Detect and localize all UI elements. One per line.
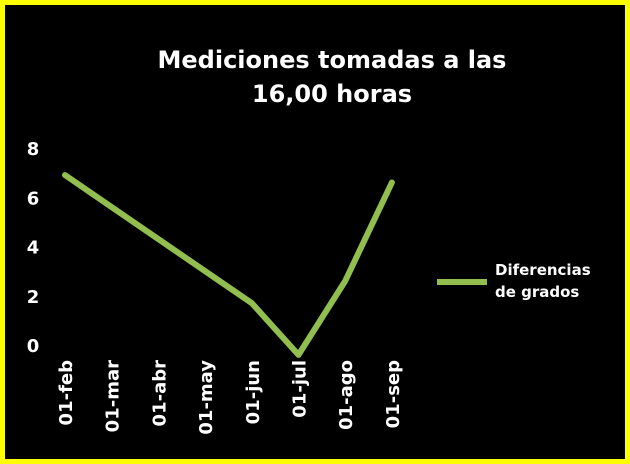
x-tick-label: 01-abr	[149, 360, 170, 427]
x-tick-label: 01-jun	[243, 360, 264, 424]
chart-title: Mediciones tomadas a las 16,00 horas	[157, 46, 507, 108]
data-line	[62, 172, 395, 358]
chart: 0 2 4 6 8 01-feb 01-mar 01-abr 01-may 01-jun 01-ju…	[27, 139, 487, 435]
y-tick-label: 0	[27, 336, 40, 357]
y-tick-label: 6	[27, 188, 40, 209]
y-tick-label: 8	[27, 139, 40, 160]
y-tick-label: 4	[27, 238, 40, 259]
x-tick-label: 01-jul	[290, 360, 311, 418]
y-tick-label: 2	[27, 287, 40, 308]
x-tick-label: 01-ago	[336, 360, 357, 430]
x-tick-label: 01-sep	[383, 360, 404, 428]
x-tick-label: 01-feb	[56, 360, 77, 426]
x-tick-label: 01-may	[196, 360, 217, 435]
x-tick-label: 01-mar	[103, 360, 124, 432]
legend-label: Diferencias de grados	[495, 261, 591, 301]
